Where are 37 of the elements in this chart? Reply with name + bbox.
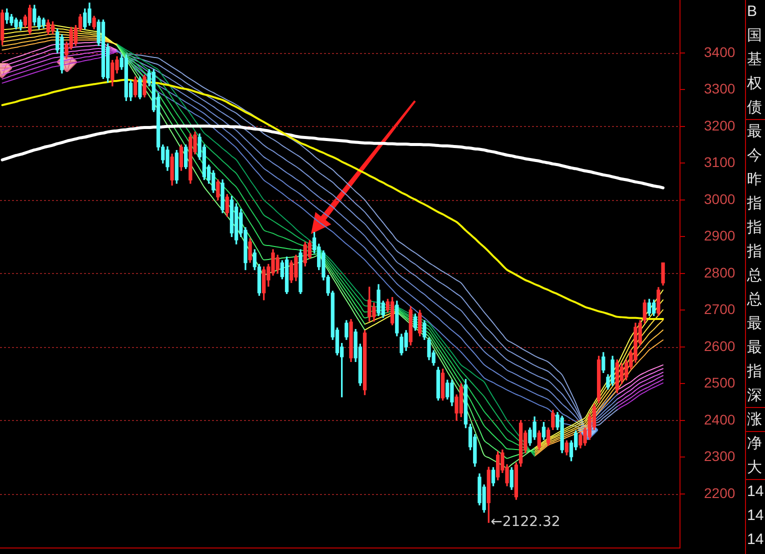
text: 最 <box>746 314 763 334</box>
text: 总 <box>746 266 763 286</box>
text: B <box>746 2 758 22</box>
text: 债 <box>746 96 765 120</box>
y-tick-label: 3000 <box>704 190 736 207</box>
y-tick-label: 2500 <box>704 374 736 391</box>
text: 14 <box>746 530 765 550</box>
text: 国 <box>746 26 763 46</box>
y-tick-label: 2400 <box>704 411 736 428</box>
y-tick-label: 2600 <box>704 338 736 354</box>
text: 指 <box>746 242 763 262</box>
text: 涨 <box>746 408 765 432</box>
text: 指 <box>746 194 763 214</box>
y-tick-label: 3300 <box>704 80 736 97</box>
text: 14 <box>746 506 765 526</box>
y-tick-label: 2300 <box>704 448 736 464</box>
text: 指 <box>746 362 763 382</box>
text: 最 <box>746 338 763 358</box>
text: 深 <box>746 384 765 408</box>
y-tick-label: 2800 <box>704 264 736 280</box>
text: 14 <box>746 482 765 502</box>
text: 最 <box>746 122 763 142</box>
annotation: ←2122.32 <box>490 514 560 530</box>
text: 权 <box>746 74 763 94</box>
y-tick-label: 3400 <box>704 44 736 60</box>
y-tick-label: 2200 <box>704 484 736 501</box>
y-tick-label: 3100 <box>704 154 736 170</box>
y-tick-label: 3200 <box>704 117 736 134</box>
text: 昨 <box>746 170 763 190</box>
y-tick-label: 2700 <box>704 301 736 318</box>
text: 总 <box>746 290 763 310</box>
text: 基 <box>746 50 763 70</box>
y-tick-label: 2900 <box>704 228 736 244</box>
text: 大 <box>746 456 765 480</box>
text: 净 <box>746 434 763 454</box>
text: 今 <box>746 146 763 166</box>
text: 指 <box>746 218 763 238</box>
